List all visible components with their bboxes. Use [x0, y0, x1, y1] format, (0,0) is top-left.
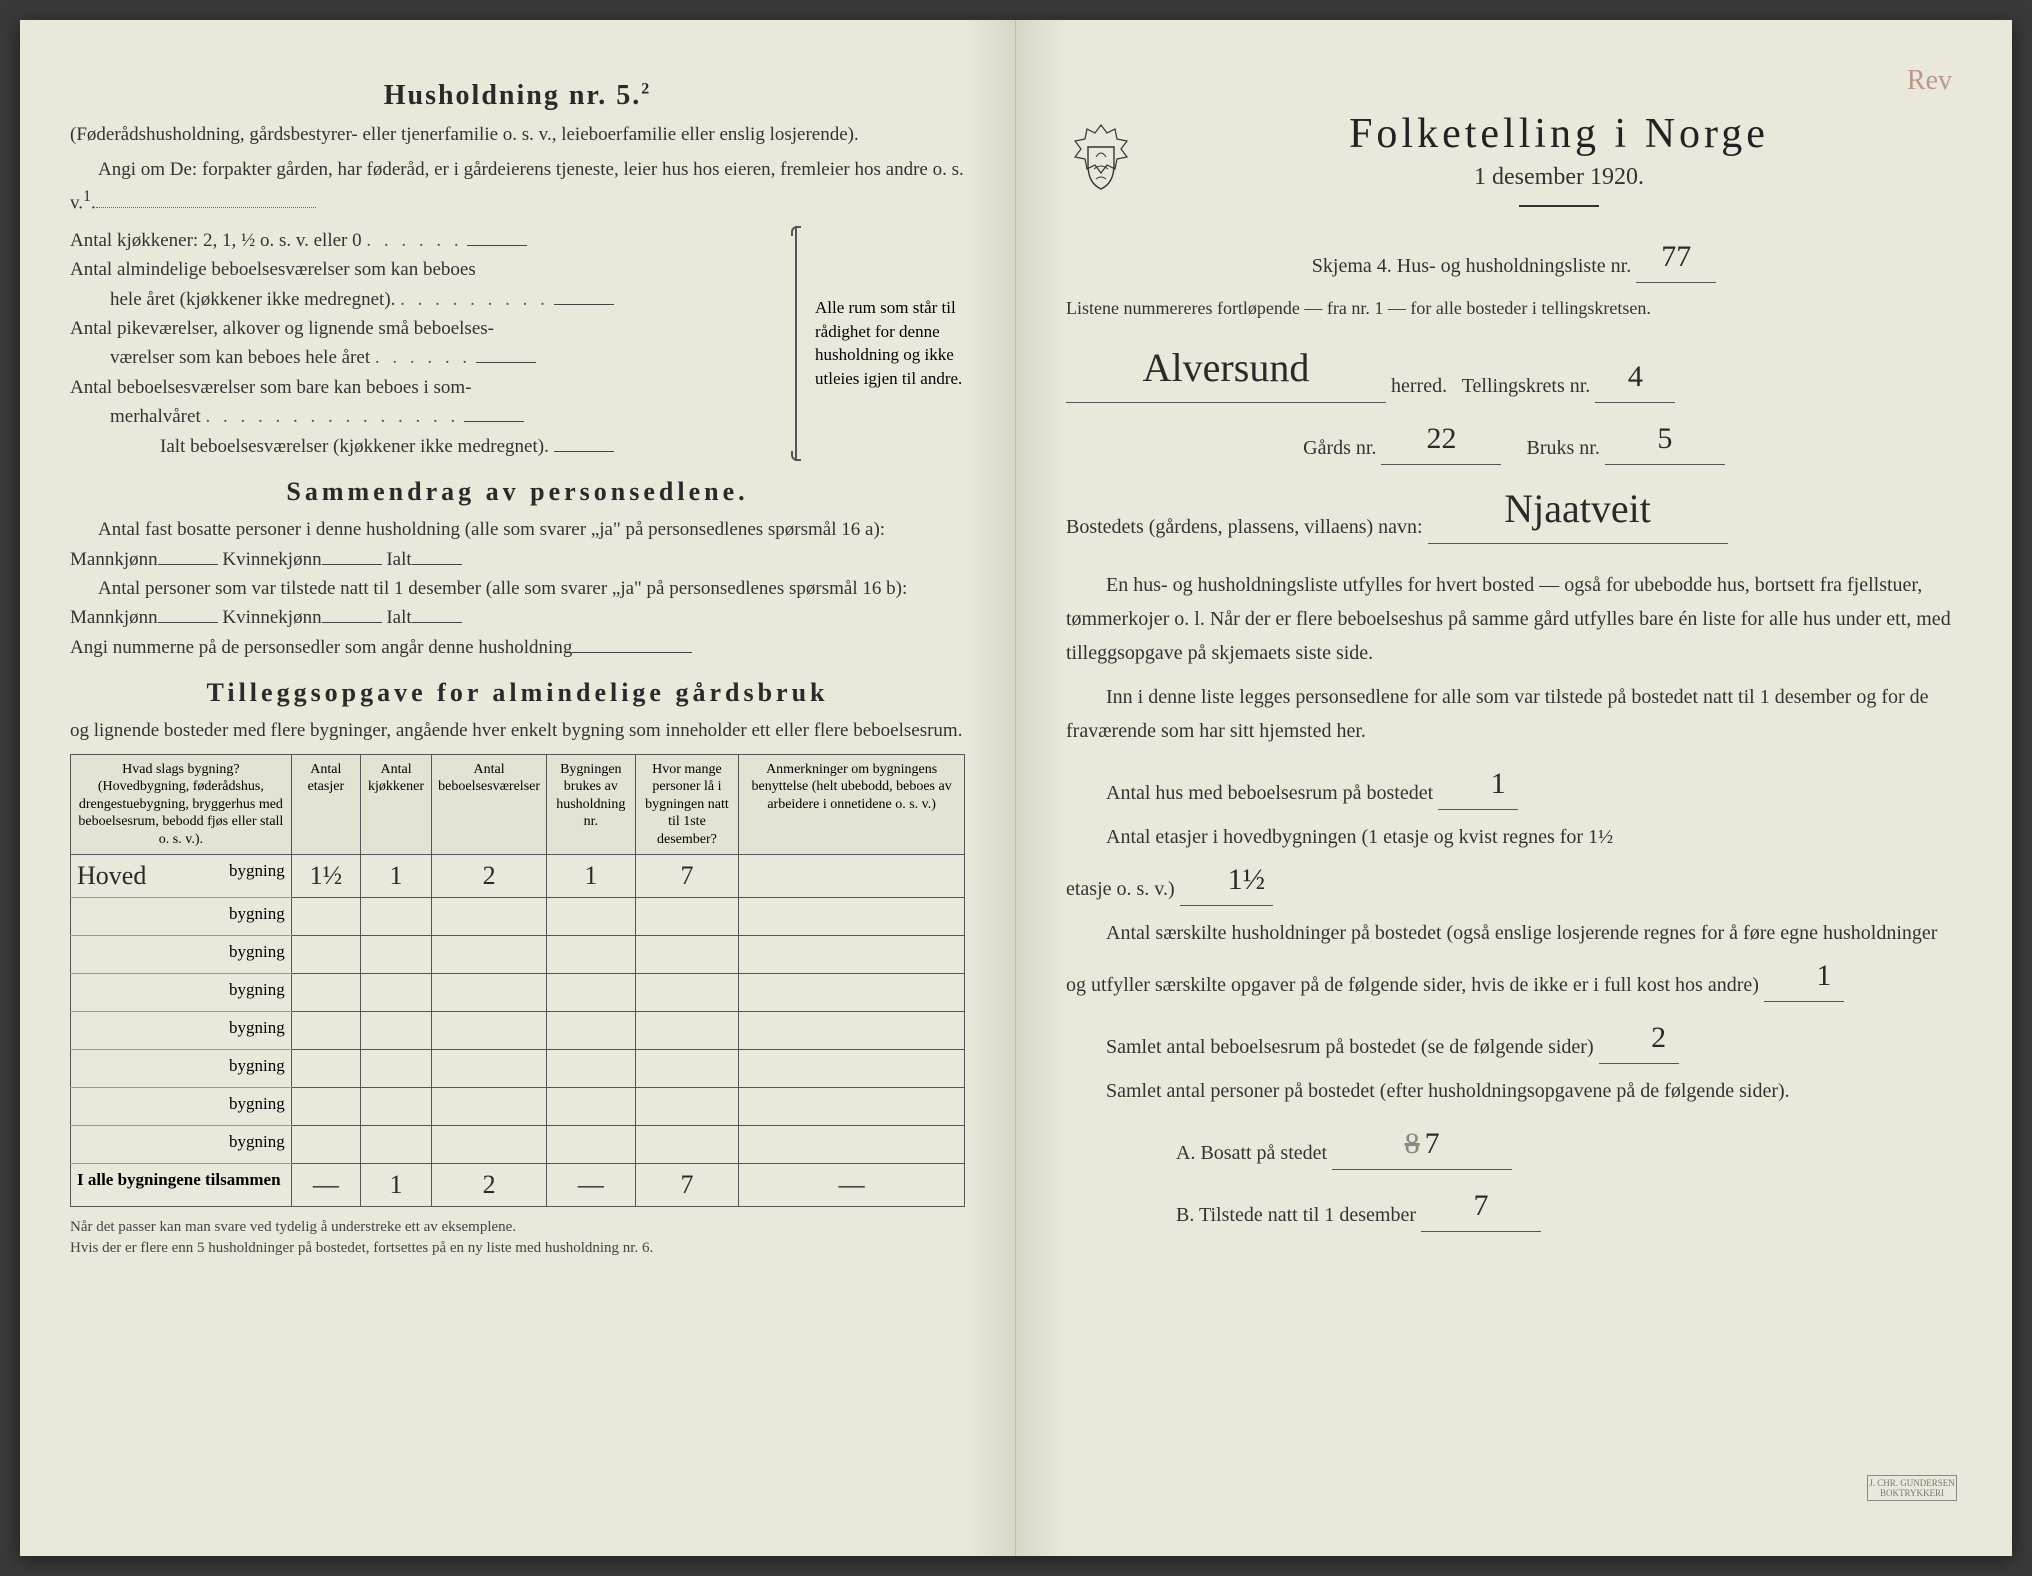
tillegg-sub: og lignende bosteder med flere bygninger… — [70, 716, 965, 745]
faded-annotation: Rev — [1907, 65, 1952, 97]
para-1: En hus- og husholdningsliste utfylles fo… — [1066, 568, 1962, 670]
intro-2: Angi om De: forpakter gården, har føderå… — [70, 155, 965, 217]
th-6: Anmerkninger om bygningens benyttelse (h… — [739, 754, 965, 855]
left-title: Husholdning nr. 5.2 — [70, 80, 965, 112]
table-row: bygning — [71, 936, 965, 974]
footnote-1: Når det passer kan man svare ved tydelig… — [70, 1217, 965, 1259]
th-4: Bygningen brukes av husholdning nr. — [547, 754, 636, 855]
herred-field: Alversund — [1066, 334, 1386, 403]
table-row: Hoved bygning1½1217 — [71, 855, 965, 898]
qA-field: 8 7 — [1332, 1118, 1512, 1170]
table-row: bygning — [71, 1126, 965, 1164]
table-row: bygning — [71, 898, 965, 936]
printer-mark: J. CHR. GUNDERSEN BOKTRYKKERI — [1867, 1475, 1957, 1501]
document-spread: Husholdning nr. 5.2 (Føderådshusholdning… — [20, 20, 2012, 1556]
th-1: Antal etasjer — [291, 754, 360, 855]
gards-field: 22 — [1381, 413, 1501, 465]
th-0: Hvad slags bygning? (Hovedbygning, føder… — [71, 754, 292, 855]
tillegg-title: Tilleggsopgave for almindelige gårdsbruk — [70, 678, 965, 708]
q4-field: 2 — [1599, 1012, 1679, 1064]
bruks-field: 5 — [1605, 413, 1725, 465]
intro-1: (Føderådshusholdning, gårdsbestyrer- ell… — [70, 120, 965, 149]
right-header: Folketelling i Norge 1 desember 1920. — [1066, 110, 1962, 221]
right-body: Skjema 4. Hus- og husholdningsliste nr. … — [1066, 231, 1962, 1232]
summary-line-1: Antal fast bosatte personer i denne hush… — [70, 515, 965, 574]
q3-field: 1 — [1764, 950, 1844, 1002]
list-nr-field: 77 — [1636, 231, 1716, 283]
left-page: Husholdning nr. 5.2 (Føderådshusholdning… — [20, 20, 1016, 1556]
rooms-block: Antal kjøkkener: 2, 1, ½ o. s. v. eller … — [70, 226, 965, 462]
table-total-row: I alle bygningene tilsammen — 1 2 — 7 — — [71, 1164, 965, 1207]
divider — [1519, 205, 1599, 207]
bosted-field: Njaatveit — [1428, 475, 1728, 544]
para-2: Inn i denne liste legges personsedlene f… — [1066, 680, 1962, 748]
table-row: bygning — [71, 974, 965, 1012]
summary-line-3: Angi nummerne på de personsedler som ang… — [70, 633, 965, 662]
table-row: bygning — [71, 1050, 965, 1088]
krets-field: 4 — [1595, 351, 1675, 403]
right-page: Rev Folketelling i Norge 1 desember 1920… — [1016, 20, 2012, 1556]
table-row: bygning — [71, 1088, 965, 1126]
building-table: Hvad slags bygning? (Hovedbygning, føder… — [70, 754, 965, 1208]
th-2: Antal kjøkkener — [360, 754, 431, 855]
qB-field: 7 — [1421, 1180, 1541, 1232]
main-title: Folketelling i Norge — [1156, 110, 1962, 158]
coat-of-arms-icon — [1066, 121, 1136, 211]
listene-note: Listene nummereres fortløpende — fra nr.… — [1066, 293, 1962, 324]
summary-title: Sammendrag av personsedlene. — [70, 477, 965, 507]
table-row: bygning — [71, 1012, 965, 1050]
q1-field: 1 — [1438, 758, 1518, 810]
subtitle: 1 desember 1920. — [1156, 164, 1962, 191]
summary-line-2: Antal personer som var tilstede natt til… — [70, 574, 965, 633]
q2-field: 1½ — [1180, 854, 1274, 906]
table-header-row: Hvad slags bygning? (Hovedbygning, føder… — [71, 754, 965, 855]
th-5: Hvor mange personer lå i bygningen natt … — [635, 754, 739, 855]
brace-note: Alle rum som står til rådighet for denne… — [795, 226, 965, 462]
th-3: Antal beboelsesværelser — [432, 754, 547, 855]
